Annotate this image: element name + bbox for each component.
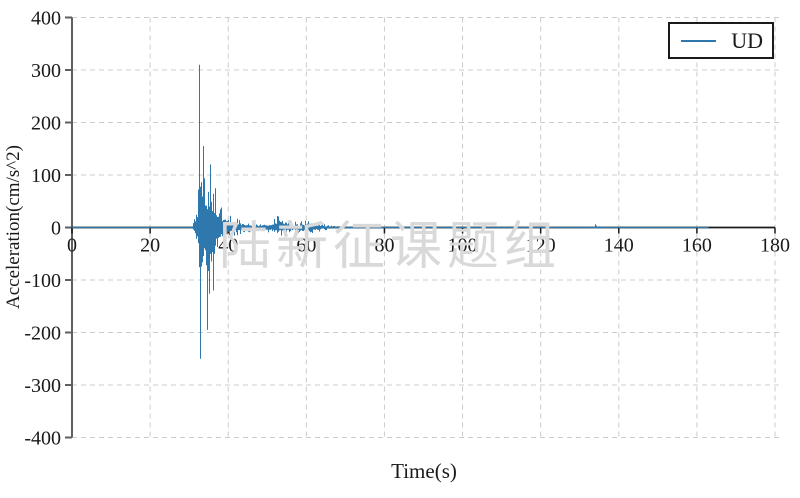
x-tick-label: 120 [526,235,556,257]
legend-box: UD [668,22,774,59]
x-tick-label: 100 [448,235,478,257]
waveform-ud [72,64,708,359]
x-tick-label: 0 [67,235,77,257]
y-axis-title: Acceleration(cm/s^2) [3,144,24,310]
y-tick-label: -300 [24,375,61,397]
y-tick-label: 400 [31,8,61,30]
y-tick-label: 0 [51,218,61,240]
x-tick-label: 80 [374,235,394,257]
legend-label-ud: UD [731,27,763,53]
y-tick-label: 200 [31,113,61,135]
x-tick-label: 160 [682,235,712,257]
y-tick-label: 100 [31,165,61,187]
y-tick-label: -200 [24,323,61,345]
y-tick-label: 300 [31,60,61,82]
legend-line-sample-ud [681,39,717,42]
y-tick-label: -100 [24,270,61,292]
x-tick-label: 60 [296,235,316,257]
x-tick-label: 180 [760,235,790,257]
x-axis-title: Time(s) [391,459,457,483]
x-tick-label: 20 [140,235,160,257]
x-tick-label: 140 [604,235,634,257]
y-tick-label: -400 [24,428,61,450]
x-tick-label: 40 [218,235,238,257]
